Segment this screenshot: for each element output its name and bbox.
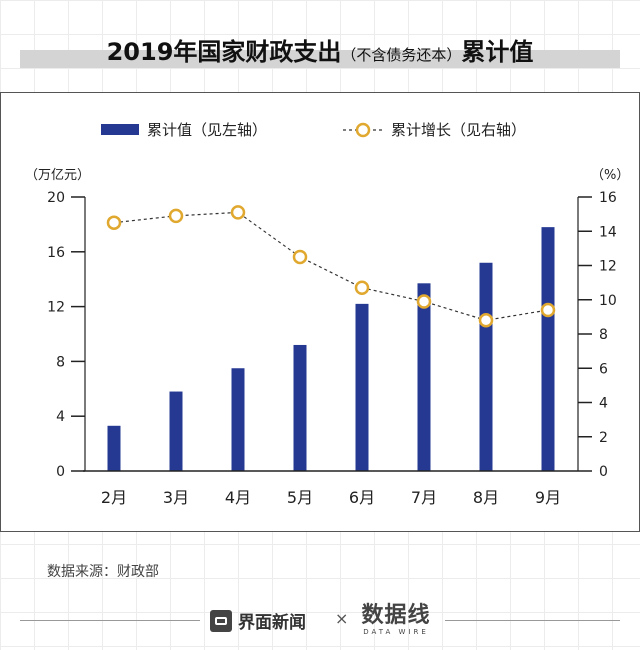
growth-point	[230, 205, 246, 220]
times-sign: ×	[335, 609, 349, 628]
bar	[169, 391, 183, 471]
chart-title: 2019年国家财政支出（不含债务还本）累计值	[0, 32, 640, 67]
legend-line-label: 累计增长（见右轴）	[391, 121, 526, 139]
left-tick-label: 20	[47, 190, 65, 206]
x-tick-label: 9月	[535, 488, 561, 507]
x-tick-label: 6月	[349, 488, 375, 507]
title-underline-bar	[20, 50, 620, 68]
chart-frame: 累计值（见左轴） 累计增长（见右轴） （万亿元） （%） 0 4 8 12 16 20 0…	[0, 92, 640, 532]
bar-series	[107, 227, 555, 471]
growth-point	[168, 208, 184, 224]
footer-divider-right	[445, 620, 620, 621]
legend-marker-swatch	[355, 122, 371, 138]
left-axis-label: （万亿元）	[25, 168, 90, 183]
growth-line	[113, 211, 549, 321]
growth-point	[292, 249, 308, 265]
bar	[355, 303, 369, 471]
footer-divider-left	[20, 620, 200, 621]
right-tick-label: 0	[599, 464, 608, 480]
legend-bar-label: 累计值（见左轴）	[147, 121, 267, 139]
title-paren: （不含债务还本）	[341, 46, 462, 64]
bar	[293, 344, 307, 471]
bar	[541, 227, 555, 471]
right-tick-label: 6	[599, 361, 608, 377]
right-tick-label: 12	[599, 259, 617, 275]
left-axis: 0 4 8 12 16 20	[47, 190, 86, 480]
right-tick-label: 2	[599, 430, 608, 446]
x-tick-label: 3月	[163, 488, 189, 507]
title-tail: 累计值	[461, 38, 534, 66]
left-tick-label: 8	[56, 354, 65, 370]
left-tick-label: 12	[47, 300, 65, 316]
jiemian-logo-icon	[210, 609, 232, 632]
x-tick-label: 8月	[473, 488, 499, 507]
growth-point	[354, 280, 370, 296]
right-axis-label: （%）	[591, 168, 629, 183]
left-tick-label: 0	[56, 464, 65, 480]
footer: 界面新闻 × 数据线 DATA WIRE	[0, 600, 640, 640]
left-tick-label: 16	[47, 245, 65, 261]
title-main: 2019年国家财政支出	[106, 38, 342, 66]
datawire-name: 数据线	[361, 602, 431, 628]
datawire-logo: 数据线 DATA WIRE	[356, 602, 436, 636]
right-tick-label: 14	[599, 224, 617, 240]
left-tick-label: 4	[56, 409, 65, 425]
right-axis: 0 2 4 6 8 10 12 14 16	[577, 190, 617, 480]
x-tick-label: 2月	[101, 488, 127, 507]
right-tick-label: 10	[599, 293, 617, 309]
bar	[479, 262, 493, 471]
legend-bar-swatch	[101, 124, 139, 135]
bar	[417, 283, 431, 471]
jiemian-logo: 界面新闻	[210, 608, 306, 633]
growth-point	[416, 294, 432, 309]
right-tick-label: 8	[599, 327, 608, 343]
right-tick-label: 4	[599, 396, 608, 412]
brand-name: 界面新闻	[238, 613, 306, 633]
x-tick-label: 7月	[411, 488, 437, 507]
growth-markers	[106, 205, 556, 328]
growth-point	[106, 215, 122, 230]
legend: 累计值（见左轴） 累计增长（见右轴）	[101, 121, 526, 139]
datawire-subtitle: DATA WIRE	[363, 628, 429, 636]
growth-point	[478, 313, 494, 328]
right-tick-label: 16	[599, 190, 617, 206]
x-tick-label: 4月	[225, 488, 251, 507]
x-tick-label: 5月	[287, 488, 313, 507]
x-axis-labels: 2月 3月 4月 5月 6月 7月 8月 9月	[101, 488, 561, 507]
growth-point	[540, 302, 556, 318]
bar	[107, 425, 121, 471]
bar	[231, 368, 245, 471]
source-note: 数据来源：财政部	[47, 564, 159, 580]
